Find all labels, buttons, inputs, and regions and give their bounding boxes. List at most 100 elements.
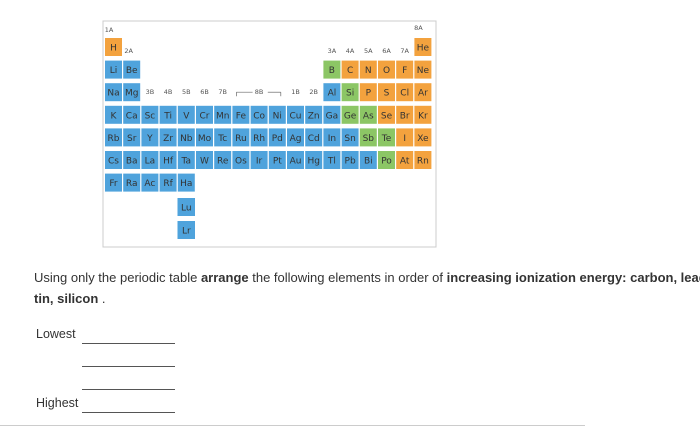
element-symbol: K bbox=[111, 111, 118, 121]
element-symbol: W bbox=[200, 157, 209, 167]
element-cell bbox=[250, 151, 268, 169]
group-label: 2B bbox=[309, 88, 318, 96]
element-cell bbox=[323, 60, 341, 79]
element-cell bbox=[359, 105, 377, 124]
element-symbol: In bbox=[328, 134, 336, 144]
divider bbox=[0, 425, 585, 426]
element-symbol: Si bbox=[346, 89, 354, 99]
element-cell bbox=[177, 128, 195, 147]
element-symbol: Zn bbox=[308, 111, 320, 121]
answer-blank[interactable] bbox=[82, 389, 175, 390]
element-cell bbox=[105, 105, 122, 124]
element-symbol: Co bbox=[253, 111, 265, 121]
element-symbol: Cu bbox=[290, 111, 302, 121]
element-symbol: O bbox=[383, 66, 390, 76]
element-cell bbox=[105, 173, 122, 192]
element-symbol: Os bbox=[235, 157, 247, 167]
element-symbol: Y bbox=[146, 134, 153, 144]
element-symbol: Ta bbox=[181, 157, 192, 167]
element-symbol: Au bbox=[290, 157, 302, 167]
element-symbol: Cl bbox=[400, 89, 409, 99]
element-cell bbox=[123, 105, 141, 124]
element-cell bbox=[378, 83, 395, 102]
element-symbol: Kr bbox=[418, 111, 428, 121]
highest-label: Highest bbox=[36, 396, 79, 410]
element-symbol: Ar bbox=[418, 89, 428, 99]
question-bold: arrange bbox=[200, 270, 249, 285]
element-cell bbox=[214, 105, 232, 124]
element-cell bbox=[268, 151, 286, 169]
group-label: 6B bbox=[200, 88, 209, 96]
element-symbol: At bbox=[400, 157, 410, 167]
element-cell bbox=[214, 151, 232, 169]
element-cell bbox=[177, 105, 195, 124]
element-symbol: Tl bbox=[327, 157, 336, 167]
element-cell bbox=[177, 173, 195, 192]
element-symbol: Fe bbox=[236, 111, 247, 121]
element-symbol: S bbox=[384, 89, 390, 99]
element-cell bbox=[378, 60, 395, 79]
element-cell bbox=[414, 128, 432, 147]
group-label: 3B bbox=[146, 88, 155, 96]
element-symbol: Po bbox=[381, 157, 392, 167]
element-cell bbox=[232, 105, 250, 124]
element-symbol: Rh bbox=[253, 134, 265, 144]
element-symbol: Lr bbox=[182, 227, 191, 237]
element-symbol: Pb bbox=[345, 157, 356, 167]
element-symbol: N bbox=[365, 66, 372, 76]
element-cell bbox=[105, 60, 122, 79]
element-cell bbox=[287, 105, 304, 124]
group-label: 6A bbox=[382, 47, 391, 55]
element-cell bbox=[287, 128, 304, 147]
element-symbol: Rf bbox=[163, 179, 173, 189]
group-label: 4B bbox=[164, 88, 173, 96]
group-label: 4A bbox=[346, 47, 355, 55]
element-cell bbox=[105, 151, 122, 169]
element-symbol: Li bbox=[110, 66, 118, 76]
element-symbol: Ca bbox=[126, 111, 138, 121]
answer-blank[interactable] bbox=[82, 343, 175, 344]
group-label: 5B bbox=[182, 88, 191, 96]
question-text: . bbox=[98, 291, 106, 306]
element-symbol: Ru bbox=[235, 134, 247, 144]
element-cell bbox=[341, 151, 359, 169]
periodic-table: H He Li Be B C N O F Ne Na Mg Al Si P S Cl Ar K Ca Sc Ti V Cr Mn… bbox=[102, 20, 437, 248]
element-symbol: Ac bbox=[144, 179, 155, 189]
group-label: 7A bbox=[400, 47, 409, 55]
element-cell bbox=[323, 151, 341, 169]
lowest-label: Lowest bbox=[36, 327, 76, 341]
element-symbol: Sn bbox=[344, 134, 355, 144]
element-symbol: V bbox=[183, 111, 190, 121]
element-symbol: Sb bbox=[363, 134, 375, 144]
group-label: 3A bbox=[328, 47, 337, 55]
answer-blank[interactable] bbox=[82, 412, 175, 413]
question-text: the following elements in order of bbox=[248, 270, 447, 285]
element-cell bbox=[105, 83, 122, 102]
element-symbol: Ne bbox=[417, 66, 430, 76]
element-cell bbox=[414, 38, 432, 56]
group-label: 2A bbox=[124, 47, 133, 55]
element-symbol: Na bbox=[107, 89, 119, 99]
answer-blank[interactable] bbox=[82, 366, 175, 367]
element-cell bbox=[396, 60, 414, 79]
element-cell bbox=[305, 151, 323, 169]
element-cell bbox=[359, 60, 377, 79]
element-cell bbox=[396, 151, 414, 169]
element-cell bbox=[105, 128, 122, 147]
element-cell bbox=[196, 105, 213, 124]
group-label: 7B bbox=[218, 88, 227, 96]
element-symbol: Be bbox=[126, 66, 138, 76]
element-symbol: Hf bbox=[163, 157, 174, 167]
element-symbol: Ag bbox=[290, 134, 302, 144]
group-label: 1A bbox=[105, 26, 114, 34]
element-cell bbox=[123, 173, 141, 192]
element-cell bbox=[414, 83, 432, 102]
element-cell bbox=[396, 105, 414, 124]
element-cell bbox=[250, 128, 268, 147]
question-bold: increasing ionization energy: carbon, le… bbox=[34, 270, 700, 306]
element-symbol: Cr bbox=[200, 111, 210, 121]
element-symbol: Pt bbox=[273, 157, 282, 167]
element-symbol: Ga bbox=[326, 111, 339, 121]
element-cell bbox=[141, 128, 159, 147]
